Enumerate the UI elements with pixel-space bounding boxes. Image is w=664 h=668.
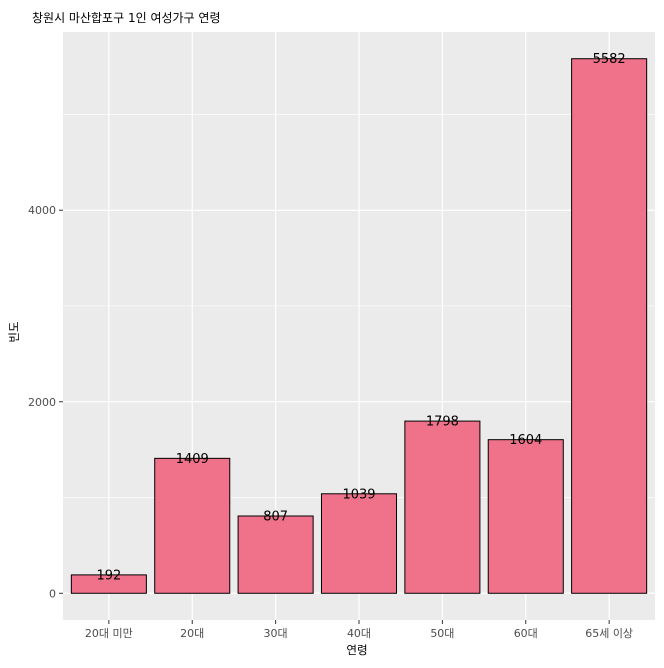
- data-label: 1604: [509, 433, 542, 448]
- bar: [237, 515, 314, 594]
- x-tick-label: 65세 이상: [585, 627, 633, 640]
- bar: [154, 457, 231, 594]
- data-label: 1798: [426, 415, 459, 430]
- x-tick-label: 40대: [347, 627, 371, 640]
- x-tick-label: 60대: [514, 627, 538, 640]
- y-axis: 0 2000 4000: [28, 204, 63, 600]
- x-tick-label: 20대: [180, 627, 204, 640]
- data-label: 807: [263, 509, 288, 524]
- y-tick-label: 4000: [28, 204, 56, 217]
- y-tick-label: 2000: [28, 396, 56, 409]
- y-tick-label: 0: [49, 587, 56, 600]
- chart-title: 창원시 마산합포구 1인 여성가구 연령: [32, 11, 221, 25]
- data-label: 5582: [593, 52, 626, 67]
- bar: [320, 493, 398, 594]
- x-tick-label: 20대 미만: [85, 627, 133, 640]
- x-tick-label: 30대: [264, 627, 288, 640]
- y-axis-title: 빈도: [7, 321, 21, 342]
- data-labels: 192 1409 807 1039 1798 1604 5582: [96, 52, 625, 583]
- data-label: 192: [96, 568, 121, 583]
- bar: [487, 439, 564, 594]
- bar: [571, 58, 648, 594]
- x-axis: 20대 미만 20대 30대 40대 50대 60대 65세 이상: [85, 620, 633, 640]
- bar: [404, 420, 481, 594]
- x-tick-label: 50대: [430, 627, 454, 640]
- bar: [70, 574, 147, 594]
- x-axis-title: 연령: [346, 643, 367, 657]
- data-label: 1409: [176, 452, 209, 467]
- data-label: 1039: [342, 487, 375, 502]
- bars: [70, 58, 648, 594]
